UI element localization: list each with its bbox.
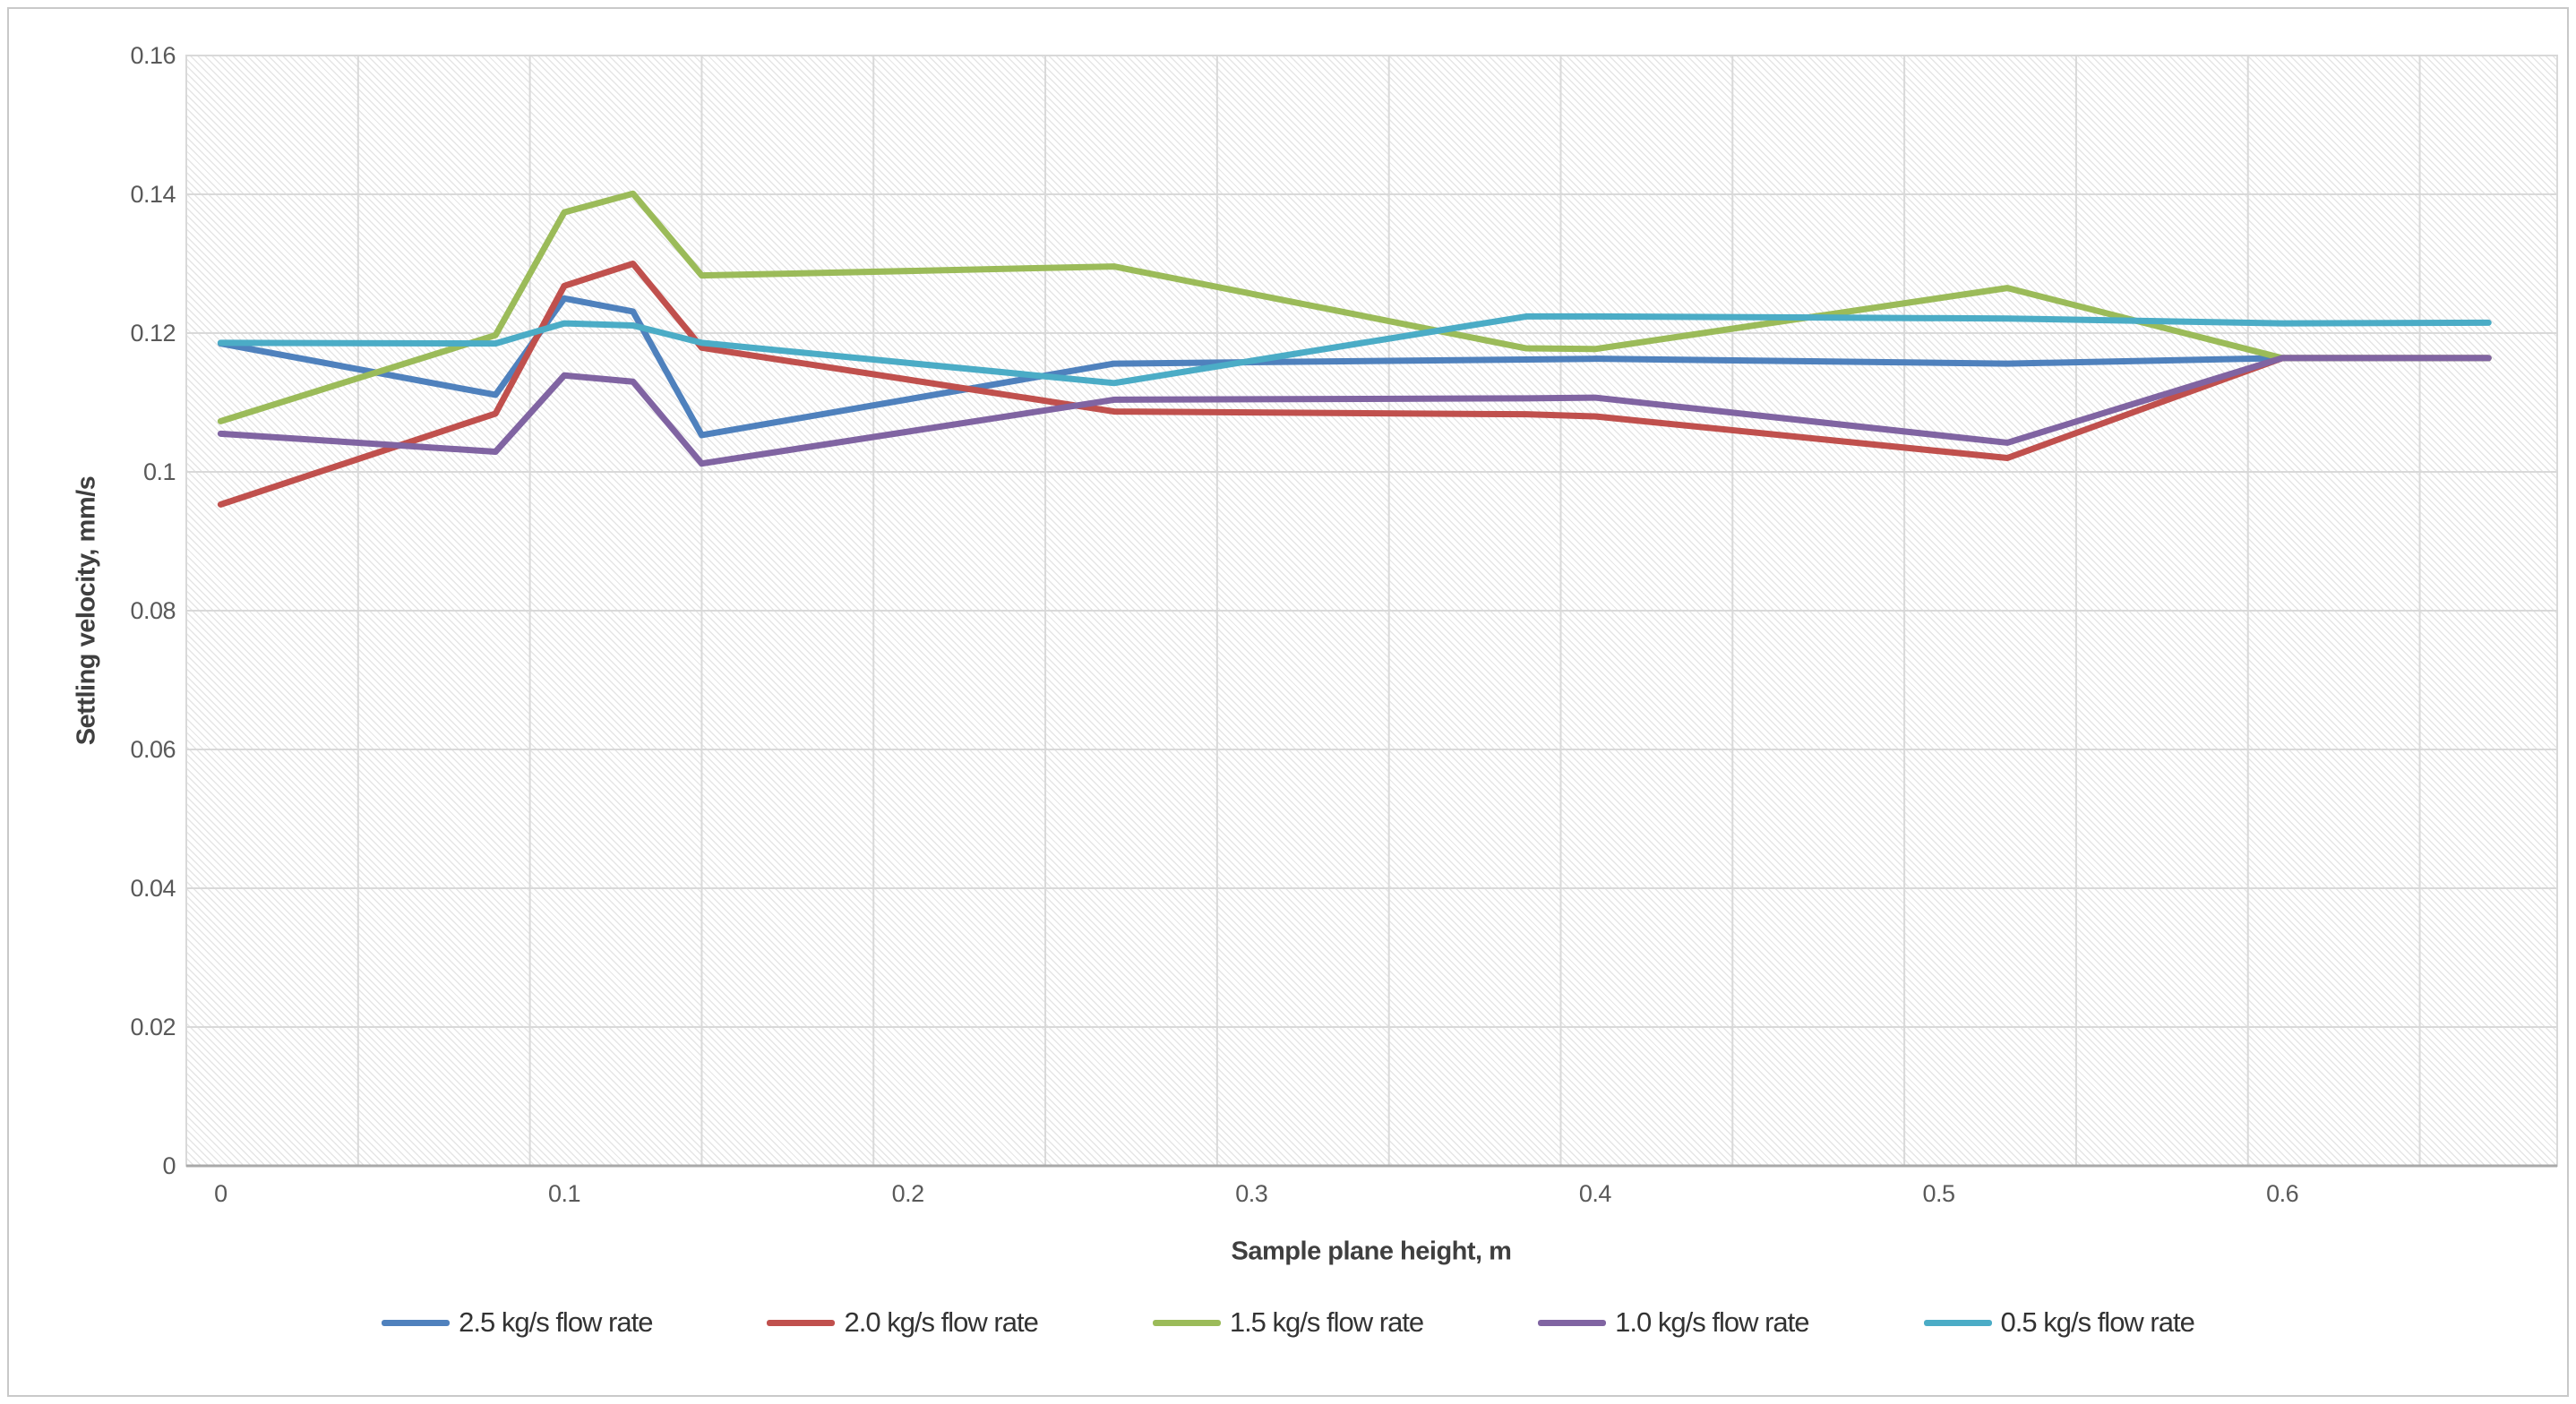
legend: 2.5 kg/s flow rate 2.0 kg/s flow rate 1.5 … [0, 1300, 2576, 1345]
legend-label: 1.5 kg/s flow rate [1229, 1306, 1424, 1338]
y-tick-label: 0.02 [130, 1014, 176, 1040]
series-lines [217, 190, 2492, 508]
legend-line-swatch [1923, 1319, 1992, 1326]
legend-label: 1.0 kg/s flow rate [1615, 1306, 1809, 1338]
x-tick-label: 0.5 [1922, 1180, 1955, 1207]
y-tick-label: 0.12 [130, 320, 176, 347]
y-tick-label: 0.08 [130, 597, 176, 624]
y-tick-label: 0.1 [142, 458, 176, 485]
legend-item-0.5[interactable]: 0.5 kg/s flow rate [1923, 1306, 2195, 1339]
series-line-1.0[interactable] [217, 355, 2492, 467]
x-tick-label: 0.2 [891, 1180, 925, 1207]
legend-line-swatch [382, 1319, 451, 1326]
legend-item-2.0[interactable]: 2.0 kg/s flow rate [767, 1306, 1039, 1339]
y-tick-label: 0.06 [130, 736, 176, 763]
legend-item-2.5[interactable]: 2.5 kg/s flow rate [382, 1306, 653, 1339]
x-tick-label: 0.6 [2266, 1180, 2299, 1207]
legend-label: 0.5 kg/s flow rate [2000, 1306, 2195, 1338]
y-tick-label: 0.14 [130, 181, 176, 208]
y-tick-label: 0.04 [130, 875, 176, 902]
y-tick-label: 0.16 [130, 42, 176, 69]
legend-label: 2.5 kg/s flow rate [459, 1306, 653, 1338]
x-axis-title: Sample plane height, m [1231, 1237, 1512, 1266]
y-tick-label: 0 [162, 1152, 176, 1179]
x-tick-label: 0 [214, 1180, 228, 1207]
series-line-0.5[interactable] [217, 312, 2492, 387]
legend-item-1.5[interactable]: 1.5 kg/s flow rate [1152, 1306, 1424, 1339]
x-tick-label: 0.1 [547, 1180, 581, 1207]
legend-item-1.0[interactable]: 1.0 kg/s flow rate [1538, 1306, 1810, 1339]
legend-label: 2.0 kg/s flow rate [844, 1306, 1038, 1338]
x-tick-label: 0.3 [1235, 1180, 1268, 1207]
y-axis-title: Settling velocity, mm/s [72, 475, 101, 746]
legend-line-swatch [1152, 1319, 1221, 1326]
legend-line-swatch [767, 1319, 836, 1326]
legend-line-swatch [1538, 1319, 1607, 1326]
series-line-1.5[interactable] [217, 190, 2492, 424]
x-tick-label: 0.4 [1578, 1180, 1612, 1207]
gridlines [185, 55, 2558, 1168]
